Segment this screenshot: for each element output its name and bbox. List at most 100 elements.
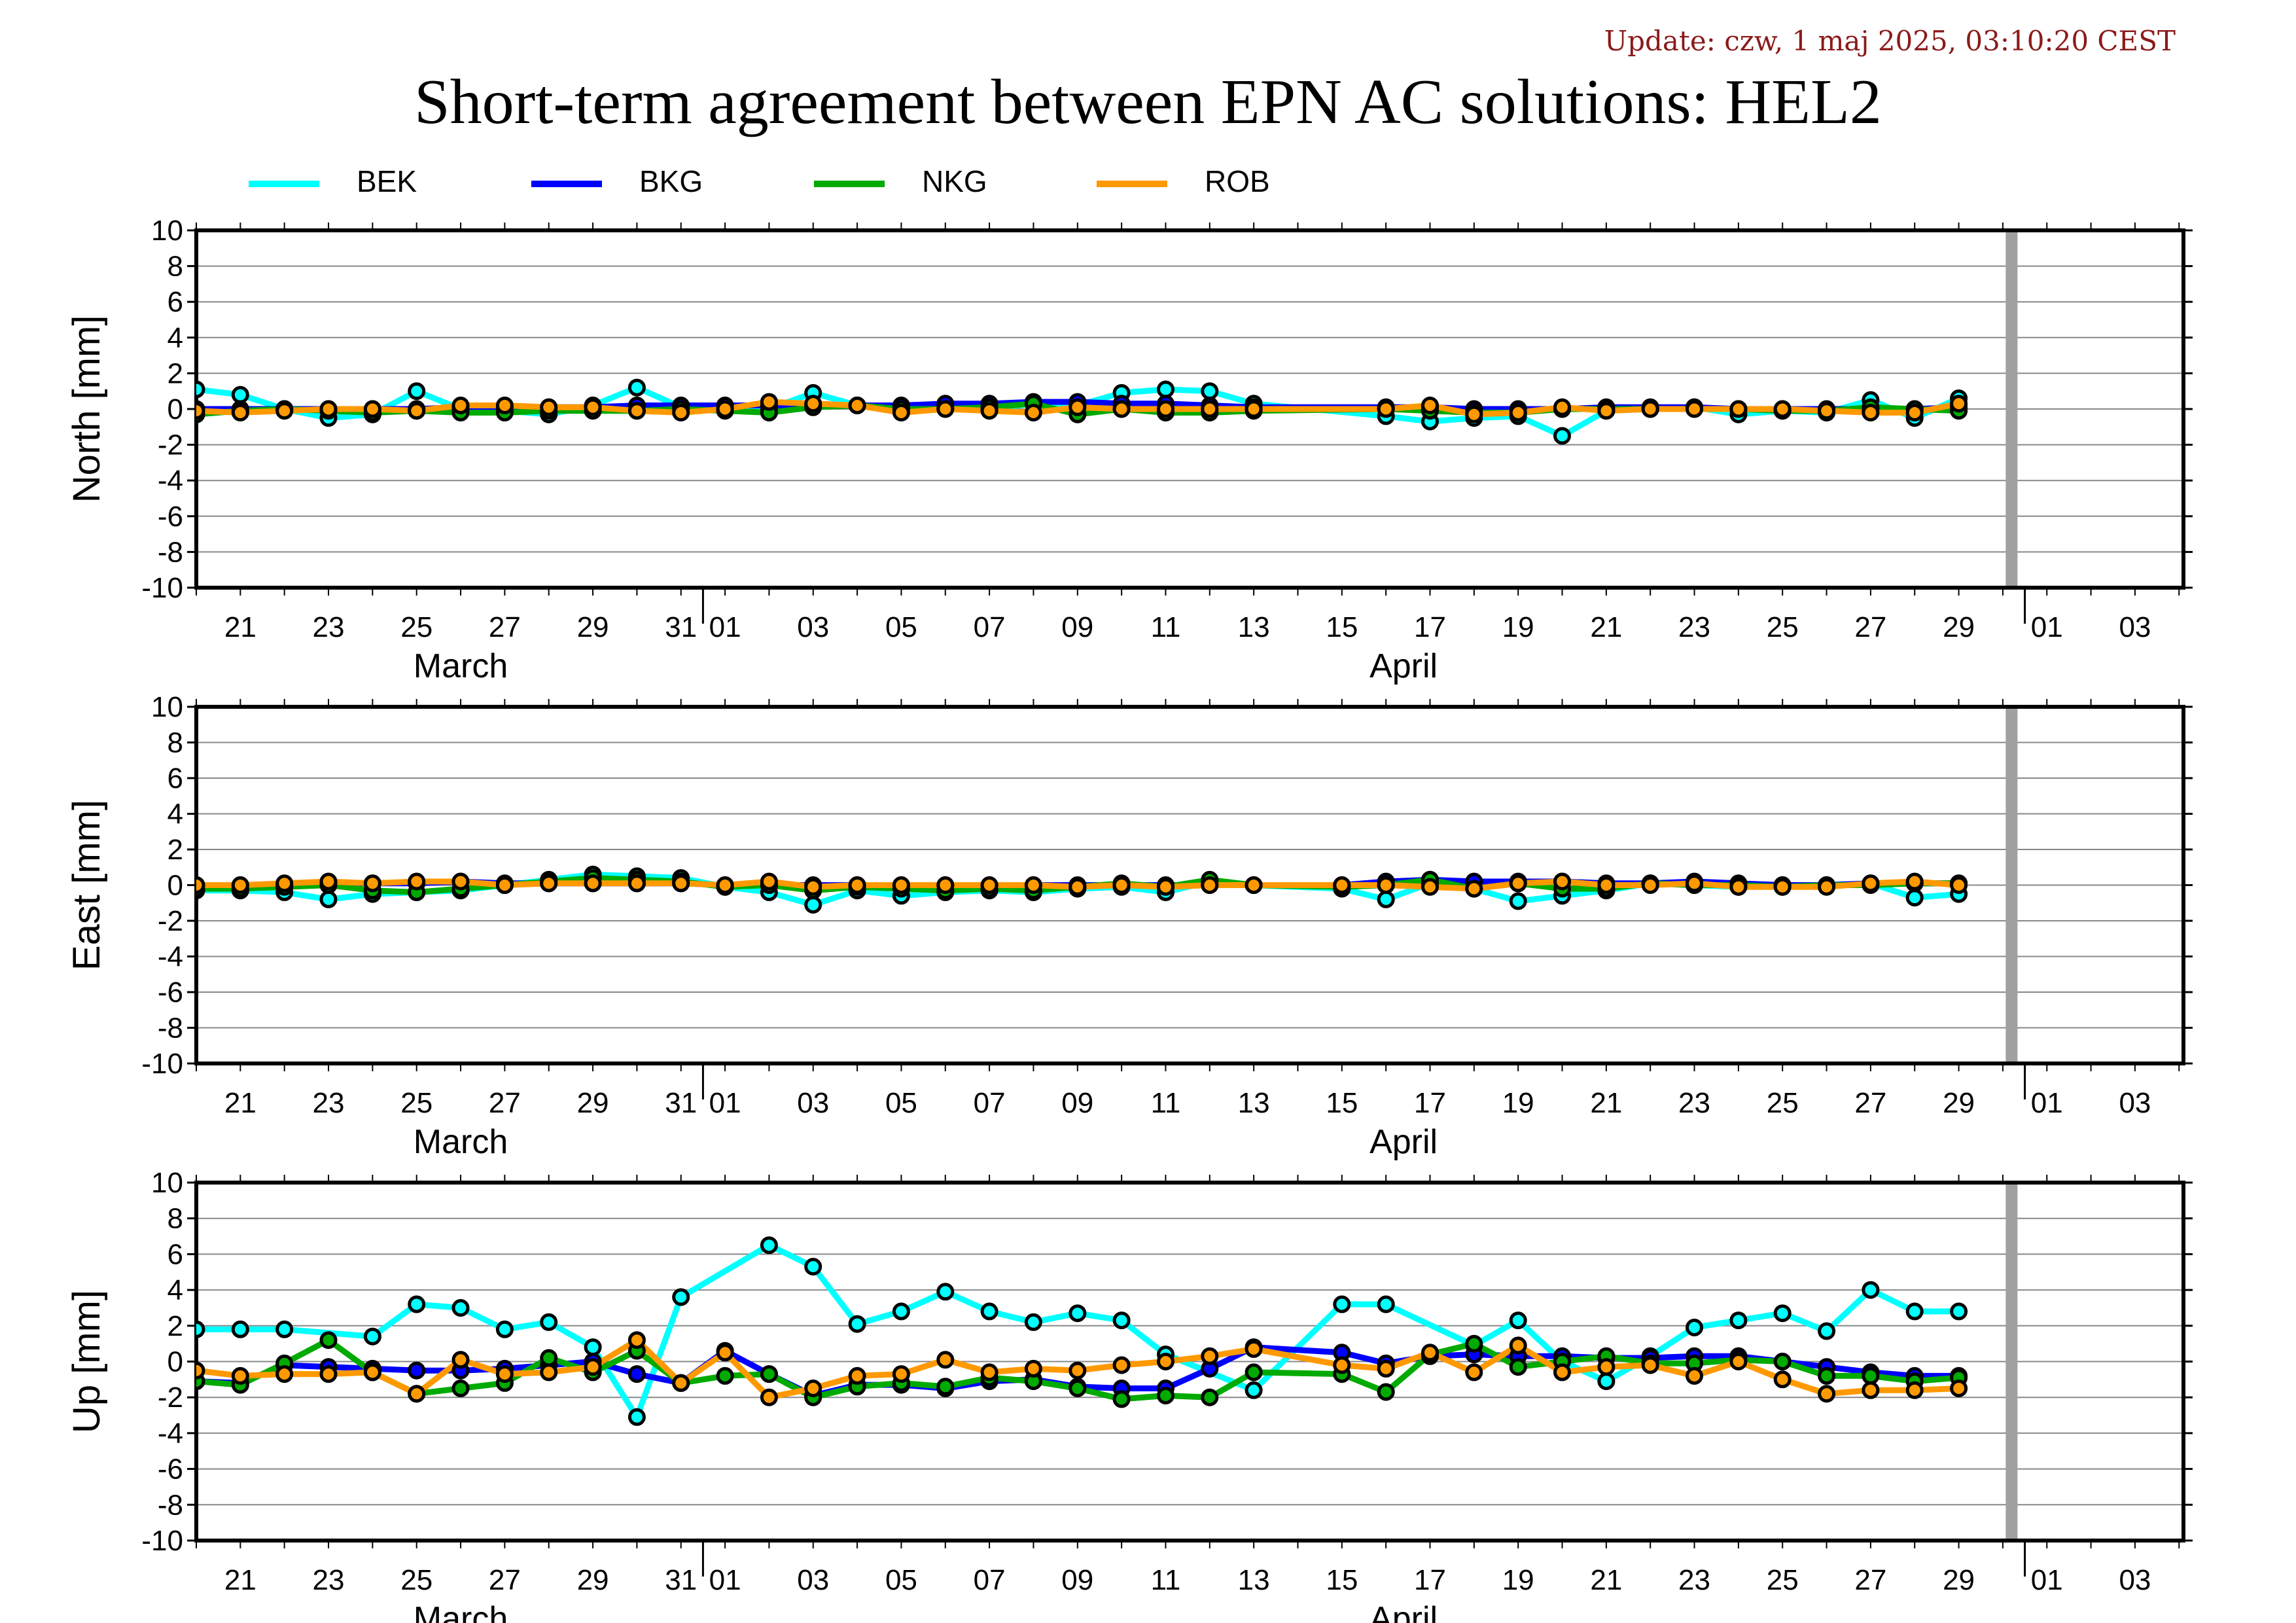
data-point-rob: [1157, 400, 1174, 418]
data-point-bek: [804, 896, 822, 914]
series-line-nkg: [196, 1337, 1962, 1402]
data-point-rob: [1862, 1381, 1880, 1399]
data-point-nkg: [451, 1380, 470, 1397]
panel-2: 10 86 4 2 0-2 -4-6 -8 -10 21 23 25 27 29 31 01 03 05 07 09…: [65, 691, 2193, 1161]
y-tick-label: -2: [158, 429, 183, 461]
data-point-bek: [319, 890, 338, 908]
data-point-rob: [451, 397, 470, 414]
data-point-rob: [1377, 400, 1395, 418]
x-tick-label: 17: [1414, 611, 1446, 643]
x-tick-label: 23: [1678, 1087, 1710, 1119]
x-tick-label: 01: [2031, 1564, 2063, 1596]
y-tick-label: 6: [168, 286, 183, 318]
panel-3: 10 86 4 2 0 -2 -4 -6-8 -10 21 23 25 27 29 31 01 03 05 07 09…: [65, 1167, 2193, 1623]
y-tick-label: 8: [168, 1203, 183, 1235]
data-point-rob: [319, 400, 338, 418]
data-point-rob: [716, 1344, 734, 1362]
y-tick-label: 4: [168, 798, 183, 830]
month-label: March: [414, 1123, 508, 1161]
x-tick-label: 01: [709, 1564, 741, 1596]
y-tick-label: 8: [168, 727, 183, 759]
data-point-bek: [196, 380, 205, 399]
data-point-rob: [936, 876, 955, 894]
data-point-rob: [231, 404, 249, 421]
data-point-rob: [275, 1365, 294, 1383]
x-tick-label: 09: [1061, 611, 1093, 643]
data-point-rob: [1421, 397, 1439, 414]
data-point-rob: [627, 874, 646, 893]
y-axis-label: East [mm]: [65, 800, 108, 971]
data-point-nkg: [1465, 1334, 1483, 1353]
x-tick-label: 01: [2031, 1087, 2063, 1119]
data-point-nkg: [319, 1331, 338, 1349]
data-point-rob: [1818, 878, 1836, 896]
x-tick-label: 15: [1326, 611, 1358, 643]
data-point-rob: [760, 1388, 778, 1406]
x-tick-label: 21: [224, 1564, 256, 1596]
data-point-bek: [1686, 1319, 1703, 1336]
data-point-rob: [627, 402, 646, 420]
data-point-bek: [584, 1338, 602, 1357]
data-point-bek: [804, 1258, 822, 1275]
data-point-bek: [1818, 1322, 1836, 1340]
data-point-nkg: [1377, 1383, 1395, 1401]
data-point-rob: [804, 878, 822, 896]
data-point-nkg: [1862, 1366, 1880, 1385]
data-point-rob: [1773, 878, 1792, 896]
x-tick-label: 07: [974, 1087, 1006, 1119]
data-point-rob: [1112, 400, 1131, 418]
data-point-rob: [584, 1358, 602, 1376]
data-point-rob: [363, 400, 381, 418]
y-tick-label: 4: [168, 1274, 183, 1306]
data-point-rob: [1201, 1347, 1219, 1365]
data-point-rob: [1024, 404, 1042, 421]
data-point-bek: [1333, 1295, 1351, 1313]
data-point-rob: [1553, 398, 1571, 416]
data-point-nkg: [1157, 1387, 1174, 1404]
data-point-bek: [540, 1313, 558, 1331]
x-tick-label: 21: [1590, 1087, 1622, 1119]
data-point-rob: [1421, 878, 1439, 896]
data-point-rob: [892, 876, 910, 894]
data-point-bek: [627, 1408, 646, 1426]
data-point-bek: [451, 1299, 470, 1317]
x-tick-label: 25: [400, 611, 433, 643]
x-tick-label: 13: [1238, 1564, 1270, 1596]
data-point-bek: [1950, 1302, 1968, 1321]
legend: BEK BKG NKG ROB: [0, 164, 2296, 203]
data-point-rob: [540, 1363, 558, 1382]
x-tick-label: 09: [1061, 1087, 1093, 1119]
data-point-rob: [540, 874, 558, 893]
series-line-rob: [196, 1337, 1962, 1400]
data-point-bek: [1509, 1311, 1527, 1330]
x-tick-label: 03: [797, 1087, 829, 1119]
y-tick-label: 10: [151, 215, 183, 247]
y-tick-label: 6: [168, 762, 183, 794]
x-tick-label: 21: [224, 1087, 256, 1119]
data-point-bkg: [408, 1361, 426, 1380]
x-tick-label: 23: [1678, 611, 1710, 643]
data-point-rob: [231, 876, 249, 894]
data-point-rob: [1686, 874, 1703, 893]
data-point-rob: [1377, 1359, 1395, 1378]
y-tick-label: -10: [141, 1048, 183, 1080]
data-point-rob: [672, 1374, 690, 1392]
legend-label: ROB: [1205, 164, 1270, 198]
data-point-rob: [1950, 395, 1968, 413]
data-point-rob: [1421, 1344, 1439, 1362]
data-point-rob: [1641, 876, 1659, 894]
x-tick-label: 19: [1502, 611, 1534, 643]
x-tick-label: 29: [1943, 1564, 1975, 1596]
legend-swatch: [249, 181, 319, 187]
data-point-rob: [892, 1365, 910, 1383]
plot-frame: [194, 1181, 2185, 1543]
data-point-nkg: [1069, 1380, 1087, 1397]
data-point-nkg: [1509, 1358, 1527, 1376]
data-point-rob: [231, 1366, 249, 1385]
x-tick-label: 23: [1678, 1564, 1710, 1596]
x-tick-label: 05: [885, 1564, 917, 1596]
data-point-rob: [804, 1380, 822, 1397]
month-label: April: [1369, 1123, 1438, 1161]
data-point-rob: [760, 393, 778, 411]
current-day-marker: [2005, 1183, 2018, 1541]
